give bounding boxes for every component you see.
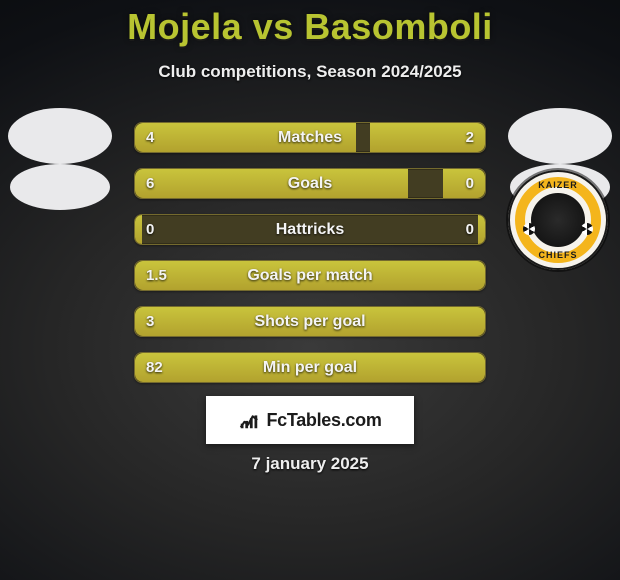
bar-value-left: 4 [146, 122, 154, 153]
club-badge-text-bottom: CHIEFS [525, 250, 591, 260]
bar-row: 00Hattricks [134, 214, 486, 245]
bar-value-left: 3 [146, 306, 154, 337]
avatar-left [8, 108, 112, 212]
comparison-bars: 42Matches60Goals00Hattricks1.5Goals per … [134, 122, 486, 398]
bar-fill-left [135, 307, 485, 336]
bar-track [134, 214, 486, 245]
bar-track [134, 352, 486, 383]
bar-track [134, 306, 486, 337]
bar-fill-left [135, 169, 408, 198]
bar-value-right: 0 [466, 168, 474, 199]
content-root: Mojela vs Basomboli Club competitions, S… [0, 0, 620, 580]
bar-row: 1.5Goals per match [134, 260, 486, 291]
avatar-placeholder-body [10, 164, 110, 210]
bar-row: 42Matches [134, 122, 486, 153]
title-right: Basomboli [304, 6, 493, 47]
soccer-ball-icon [523, 223, 535, 235]
bar-track [134, 168, 486, 199]
bar-fill-left [135, 215, 142, 244]
footer-attribution[interactable]: FcTables.com [206, 396, 414, 444]
club-badge-right: KAIZER CHIEFS [508, 170, 608, 270]
bar-value-left: 1.5 [146, 260, 167, 291]
bar-fill-right [478, 215, 485, 244]
title-left: Mojela [127, 6, 242, 47]
subtitle: Club competitions, Season 2024/2025 [0, 62, 620, 82]
bar-row: 3Shots per goal [134, 306, 486, 337]
bar-fill-left [135, 353, 485, 382]
bar-track [134, 260, 486, 291]
bar-track [134, 122, 486, 153]
club-badge-text-top: KAIZER [525, 180, 591, 190]
bar-value-right: 2 [466, 122, 474, 153]
title-sep: vs [253, 6, 294, 47]
bar-value-left: 0 [146, 214, 154, 245]
bar-row: 60Goals [134, 168, 486, 199]
bar-fill-left [135, 261, 485, 290]
club-badge-ring: KAIZER CHIEFS [515, 177, 601, 263]
bar-row: 82Min per goal [134, 352, 486, 383]
bar-value-left: 6 [146, 168, 154, 199]
club-badge-inner [531, 193, 585, 247]
avatar-placeholder-head [8, 108, 112, 164]
bar-value-left: 82 [146, 352, 163, 383]
avatar-placeholder-head [508, 108, 612, 164]
bar-fill-right [443, 169, 485, 198]
bar-fill-left [135, 123, 356, 152]
footer-attribution-text: FcTables.com [266, 410, 381, 431]
chart-icon [238, 409, 260, 431]
bar-value-right: 0 [466, 214, 474, 245]
soccer-ball-icon [581, 223, 593, 235]
date-label: 7 january 2025 [0, 454, 620, 474]
page-title: Mojela vs Basomboli [0, 0, 620, 48]
